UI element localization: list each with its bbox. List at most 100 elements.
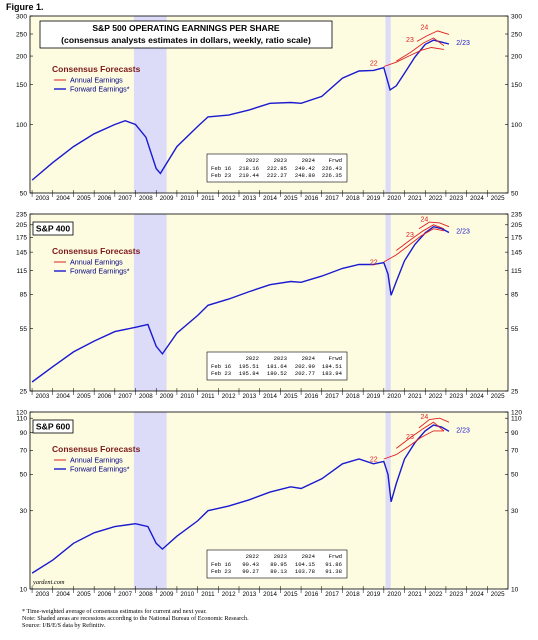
annual-earnings-line <box>383 47 444 67</box>
table-cell: 183.94 <box>322 370 343 377</box>
panel-label: S&P 400 <box>36 224 70 234</box>
x-tick-label: 2015 <box>284 591 298 598</box>
y-tick-label-left: 235 <box>16 211 27 218</box>
x-tick-label: 2020 <box>387 591 401 598</box>
x-tick-label: 2010 <box>180 591 194 598</box>
curve-marker-label: 2/23 <box>456 228 470 235</box>
x-tick-label: 2019 <box>367 393 381 400</box>
curve-marker-label: 2/23 <box>456 427 470 434</box>
y-tick-label-right: 150 <box>511 82 522 89</box>
table-column-header: 2022 <box>246 553 259 560</box>
y-tick-label-right: 110 <box>511 415 522 422</box>
y-tick-label-right: 30 <box>511 508 519 515</box>
table-row-date: Feb 23 <box>211 370 231 377</box>
y-tick-label-left: 50 <box>20 190 28 197</box>
table-cell: 218.16 <box>239 165 259 172</box>
legend-item-annual: Annual Earnings <box>70 456 123 465</box>
legend-title: Consensus Forecasts <box>52 246 141 256</box>
x-tick-label: 2017 <box>325 195 339 202</box>
y-tick-label-right: 50 <box>511 190 519 197</box>
annual-earnings-line <box>396 37 445 62</box>
x-tick-label: 2013 <box>242 195 256 202</box>
table-cell: 248.80 <box>295 172 316 179</box>
y-tick-label-right: 235 <box>511 211 522 218</box>
curve-marker-label: 24 <box>421 414 429 421</box>
table-column-header: 2022 <box>246 157 259 164</box>
y-tick-label-right: 145 <box>511 249 522 256</box>
x-tick-label: 2024 <box>470 393 484 400</box>
y-tick-label-left: 145 <box>16 249 27 256</box>
y-tick-label-right: 100 <box>511 122 522 129</box>
x-tick-label: 2023 <box>449 195 463 202</box>
x-tick-label: 2005 <box>77 195 91 202</box>
y-tick-label-left: 100 <box>16 122 27 129</box>
forward-earnings-line <box>31 225 450 383</box>
curve-marker-label: 22 <box>370 456 378 463</box>
table-cell: 219.44 <box>239 172 260 179</box>
y-tick-label-left: 50 <box>20 472 28 479</box>
annual-earnings-line <box>418 221 450 230</box>
figure-label: Figure 1. <box>6 2 44 12</box>
y-tick-label-left: 150 <box>16 82 27 89</box>
x-tick-label: 2025 <box>491 591 505 598</box>
plot-frame <box>29 411 509 590</box>
curve-marker-label: 23 <box>406 434 414 441</box>
x-tick-label: 2024 <box>470 591 484 598</box>
panel-label-box <box>32 221 74 236</box>
chart-sp500: 50 50 100 100 150 150 200 200 250 250 300 300 2003 20… <box>16 13 522 202</box>
x-tick-label: 2022 <box>429 591 443 598</box>
y-tick-label-right: 90 <box>511 430 519 437</box>
annual-earnings-line <box>416 30 450 42</box>
table-cell: 90.43 <box>242 561 259 568</box>
curve-marker-label: 22 <box>370 260 378 267</box>
y-tick-label-right: 200 <box>511 53 522 60</box>
x-tick-label: 2006 <box>98 393 112 400</box>
x-tick-label: 2009 <box>160 393 174 400</box>
table-cell: 89.95 <box>270 561 287 568</box>
y-tick-label-left: 110 <box>16 415 27 422</box>
recession-band <box>385 16 391 193</box>
y-tick-label-right: 115 <box>511 268 522 275</box>
x-tick-label: 2010 <box>180 393 194 400</box>
table-cell: 195.84 <box>239 370 260 377</box>
table-cell: 103.78 <box>295 568 315 575</box>
x-tick-label: 2008 <box>139 591 153 598</box>
x-tick-label: 2003 <box>36 393 50 400</box>
curve-marker-label: 23 <box>406 232 414 239</box>
x-tick-label: 2008 <box>139 393 153 400</box>
x-tick-label: 2018 <box>346 195 360 202</box>
table-cell: 90.27 <box>242 568 259 575</box>
x-tick-label: 2017 <box>325 393 339 400</box>
plot-frame <box>29 213 509 392</box>
curve-marker-label: 22 <box>370 60 378 67</box>
x-tick-label: 2014 <box>263 393 277 400</box>
table-column-header: 2024 <box>302 355 316 362</box>
panel-label-box <box>32 419 74 434</box>
y-tick-label-left: 55 <box>20 326 28 333</box>
x-tick-label: 2016 <box>305 591 319 598</box>
legend-item-forward: Forward Earnings* <box>70 85 130 94</box>
x-tick-label: 2017 <box>325 591 339 598</box>
table-column-header: 2023 <box>274 157 287 164</box>
x-tick-label: 2024 <box>470 195 484 202</box>
table-row-date: Feb 16 <box>211 165 231 172</box>
forward-earnings-line <box>31 424 450 574</box>
x-tick-label: 2003 <box>36 195 50 202</box>
forward-earnings-line <box>31 39 450 181</box>
y-tick-label-left: 70 <box>20 448 28 455</box>
y-tick-label-left: 10 <box>20 586 28 593</box>
table-cell: 195.51 <box>239 363 260 370</box>
table-row-date: Feb 23 <box>211 172 231 179</box>
title-box <box>39 20 333 49</box>
table-row-date: Feb 16 <box>211 561 231 568</box>
x-tick-label: 2022 <box>429 393 443 400</box>
table-row-date: Feb 23 <box>211 568 231 575</box>
annual-earnings-line <box>383 430 444 460</box>
x-tick-label: 2006 <box>98 591 112 598</box>
chart-subtitle: (consensus analysts estimates in dollars… <box>61 35 311 45</box>
y-tick-label-left: 115 <box>16 268 27 275</box>
x-tick-label: 2012 <box>222 591 236 598</box>
x-tick-label: 2004 <box>56 393 70 400</box>
legend-item-forward: Forward Earnings* <box>70 465 130 474</box>
x-tick-label: 2013 <box>242 591 256 598</box>
